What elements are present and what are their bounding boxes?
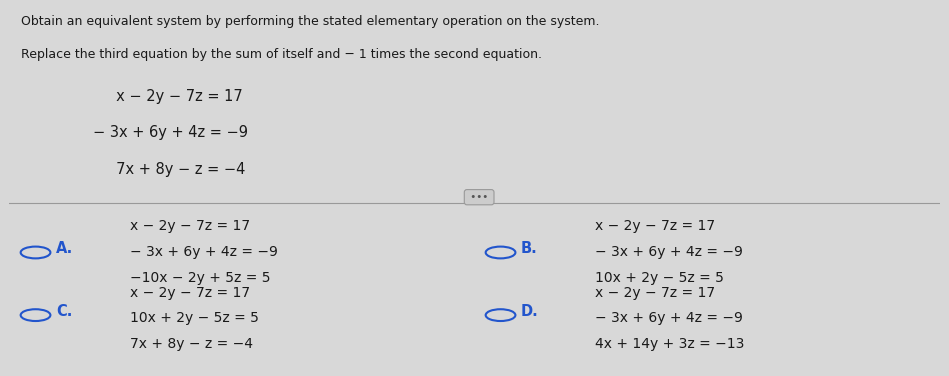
Text: 4x + 14y + 3z = −13: 4x + 14y + 3z = −13 <box>595 337 745 351</box>
Text: − 3x + 6y + 4z = −9: − 3x + 6y + 4z = −9 <box>93 125 249 140</box>
Text: x − 2y − 7z = 17: x − 2y − 7z = 17 <box>130 219 251 233</box>
Text: •••: ••• <box>467 192 492 202</box>
Text: Obtain an equivalent system by performing the stated elementary operation on the: Obtain an equivalent system by performin… <box>21 15 599 28</box>
Text: − 3x + 6y + 4z = −9: − 3x + 6y + 4z = −9 <box>595 311 743 326</box>
Text: 7x + 8y − z = −4: 7x + 8y − z = −4 <box>130 337 253 351</box>
Text: D.: D. <box>521 304 539 319</box>
Text: x − 2y − 7z = 17: x − 2y − 7z = 17 <box>93 88 243 103</box>
Text: x − 2y − 7z = 17: x − 2y − 7z = 17 <box>130 286 251 300</box>
Text: 7x + 8y − z = −4: 7x + 8y − z = −4 <box>93 162 246 177</box>
Text: x − 2y − 7z = 17: x − 2y − 7z = 17 <box>595 219 716 233</box>
Text: Replace the third equation by the sum of itself and − 1 times the second equatio: Replace the third equation by the sum of… <box>21 48 542 61</box>
Text: B.: B. <box>521 241 538 256</box>
Text: x − 2y − 7z = 17: x − 2y − 7z = 17 <box>595 286 716 300</box>
Text: A.: A. <box>56 241 73 256</box>
Text: C.: C. <box>56 304 72 319</box>
Text: 10x + 2y − 5z = 5: 10x + 2y − 5z = 5 <box>595 271 724 285</box>
Text: − 3x + 6y + 4z = −9: − 3x + 6y + 4z = −9 <box>595 245 743 259</box>
Text: 10x + 2y − 5z = 5: 10x + 2y − 5z = 5 <box>130 311 259 326</box>
Text: − 3x + 6y + 4z = −9: − 3x + 6y + 4z = −9 <box>130 245 278 259</box>
Text: −10x − 2y + 5z = 5: −10x − 2y + 5z = 5 <box>130 271 270 285</box>
